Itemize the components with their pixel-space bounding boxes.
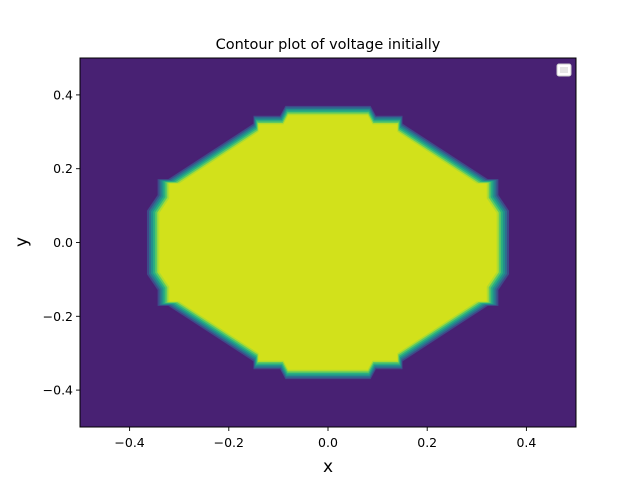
y-tick-label: −0.4 xyxy=(43,383,73,398)
contour-layers xyxy=(146,105,510,380)
legend xyxy=(556,63,572,77)
plot-area xyxy=(80,58,576,427)
x-axis-label: x xyxy=(323,457,333,477)
legend-swatch xyxy=(560,67,568,73)
x-tick-label: −0.4 xyxy=(114,435,144,450)
x-tick-label: 0.4 xyxy=(516,435,536,450)
y-axis-label: y xyxy=(12,237,32,247)
x-tick-label: 0.0 xyxy=(318,435,338,450)
x-tick-label: 0.2 xyxy=(417,435,437,450)
y-tick-label: 0.0 xyxy=(53,235,73,250)
y-tick-label: 0.4 xyxy=(53,87,73,102)
contour-level-7 xyxy=(159,115,497,370)
y-tick-label: 0.2 xyxy=(53,161,73,176)
chart-title: Contour plot of voltage initially xyxy=(216,37,441,53)
x-tick-label: −0.2 xyxy=(214,435,244,450)
y-tick-label: −0.2 xyxy=(43,309,73,324)
x-axis-ticks: −0.4 −0.2 0.0 0.2 0.4 xyxy=(114,427,536,450)
y-axis-ticks: −0.4 −0.2 0.0 0.2 0.4 xyxy=(43,87,80,398)
